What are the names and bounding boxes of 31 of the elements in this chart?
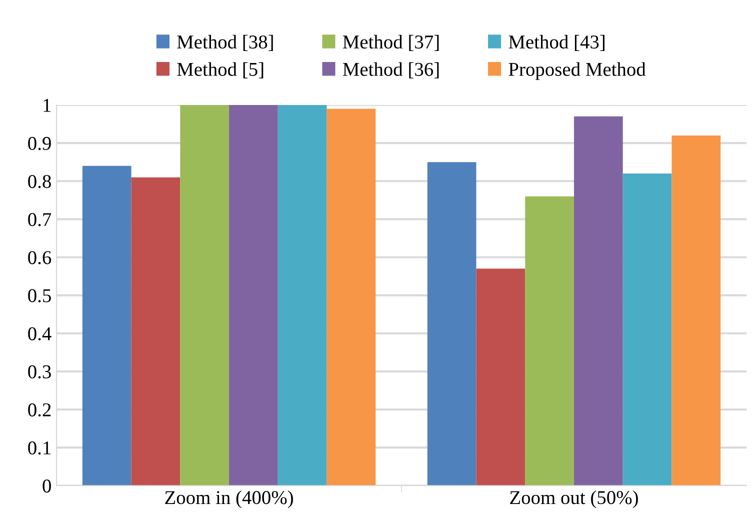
x-tick-label: Zoom in (400%) xyxy=(165,490,293,508)
bar xyxy=(278,105,327,486)
y-tick-label: 0.9 xyxy=(28,136,51,150)
bar xyxy=(326,108,376,486)
bar xyxy=(131,177,180,486)
legend-label: Proposed Method xyxy=(508,62,646,80)
x-tick-label: Zoom out (50%) xyxy=(510,490,638,508)
y-tick-label: 0.8 xyxy=(28,174,51,188)
y-tick-label: 0.2 xyxy=(28,403,51,417)
bar xyxy=(180,105,230,486)
y-tick-label: 0.3 xyxy=(28,365,51,378)
y-tick-label: 0.4 xyxy=(28,327,52,340)
bar xyxy=(229,105,278,486)
y-tick-label: 0.6 xyxy=(28,251,52,264)
legend-label: Method [36] xyxy=(342,62,439,78)
y-tick-label: 0.7 xyxy=(28,213,52,226)
bar xyxy=(82,166,132,486)
bar xyxy=(427,162,476,486)
legend-label: Method [38] xyxy=(177,34,273,51)
y-tick-label: 0.1 xyxy=(28,441,51,455)
bar xyxy=(622,174,672,486)
y-tick-label: 0.5 xyxy=(28,289,51,302)
bar xyxy=(525,196,574,486)
legend-label: Method [43] xyxy=(508,34,604,51)
bar xyxy=(476,268,526,486)
legend-label: Method [37] xyxy=(342,34,439,51)
legend-label: Method [5] xyxy=(177,62,264,78)
y-tick-label: 0 xyxy=(42,479,51,493)
bar xyxy=(672,135,721,486)
bar xyxy=(574,116,623,486)
y-tick-label: 1 xyxy=(44,98,51,112)
